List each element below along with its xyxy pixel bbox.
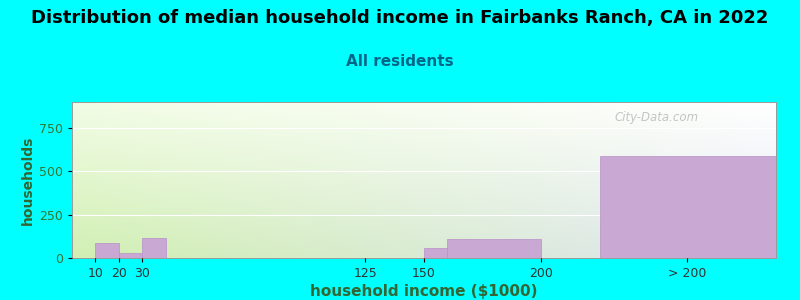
Text: City-Data.com: City-Data.com (614, 111, 698, 124)
Bar (95, 243, 119, 258)
Bar (142, 238, 166, 258)
Y-axis label: households: households (21, 135, 35, 225)
Text: All residents: All residents (346, 54, 454, 69)
Bar (424, 248, 447, 258)
Text: Distribution of median household income in Fairbanks Ranch, CA in 2022: Distribution of median household income … (31, 9, 769, 27)
Bar (600, 156, 776, 258)
Bar (447, 239, 542, 258)
Bar (119, 253, 142, 258)
X-axis label: household income ($1000): household income ($1000) (310, 284, 538, 299)
